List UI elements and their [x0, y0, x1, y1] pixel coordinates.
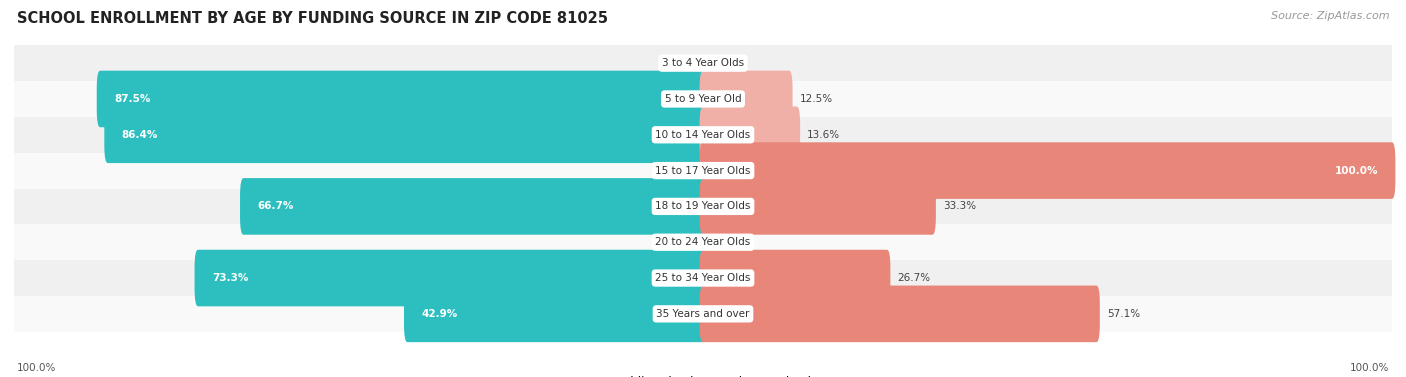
Text: 0.0%: 0.0%	[666, 58, 693, 68]
Text: 35 Years and over: 35 Years and over	[657, 309, 749, 319]
Text: 42.9%: 42.9%	[422, 309, 457, 319]
FancyBboxPatch shape	[240, 178, 706, 235]
FancyBboxPatch shape	[14, 81, 1392, 117]
Text: 87.5%: 87.5%	[114, 94, 150, 104]
Text: Source: ZipAtlas.com: Source: ZipAtlas.com	[1271, 11, 1389, 21]
FancyBboxPatch shape	[194, 250, 706, 307]
Text: 20 to 24 Year Olds: 20 to 24 Year Olds	[655, 237, 751, 247]
Text: 66.7%: 66.7%	[257, 201, 294, 211]
FancyBboxPatch shape	[14, 260, 1392, 296]
FancyBboxPatch shape	[700, 178, 936, 235]
Text: 100.0%: 100.0%	[1350, 363, 1389, 373]
Text: 10 to 14 Year Olds: 10 to 14 Year Olds	[655, 130, 751, 140]
FancyBboxPatch shape	[700, 106, 800, 163]
Text: 33.3%: 33.3%	[943, 201, 976, 211]
FancyBboxPatch shape	[14, 117, 1392, 153]
FancyBboxPatch shape	[700, 70, 793, 127]
Text: 15 to 17 Year Olds: 15 to 17 Year Olds	[655, 166, 751, 176]
FancyBboxPatch shape	[700, 142, 1395, 199]
Text: 12.5%: 12.5%	[800, 94, 832, 104]
Text: 73.3%: 73.3%	[212, 273, 249, 283]
Text: 57.1%: 57.1%	[1107, 309, 1140, 319]
Text: 25 to 34 Year Olds: 25 to 34 Year Olds	[655, 273, 751, 283]
Text: 13.6%: 13.6%	[807, 130, 841, 140]
Text: 3 to 4 Year Olds: 3 to 4 Year Olds	[662, 58, 744, 68]
Text: SCHOOL ENROLLMENT BY AGE BY FUNDING SOURCE IN ZIP CODE 81025: SCHOOL ENROLLMENT BY AGE BY FUNDING SOUR…	[17, 11, 607, 26]
Text: 0.0%: 0.0%	[666, 166, 693, 176]
FancyBboxPatch shape	[14, 224, 1392, 260]
Text: 100.0%: 100.0%	[17, 363, 56, 373]
FancyBboxPatch shape	[104, 106, 706, 163]
Text: 18 to 19 Year Olds: 18 to 19 Year Olds	[655, 201, 751, 211]
Legend: Public School, Private School: Public School, Private School	[595, 376, 811, 377]
FancyBboxPatch shape	[700, 250, 890, 307]
Text: 100.0%: 100.0%	[1334, 166, 1378, 176]
FancyBboxPatch shape	[97, 70, 706, 127]
Text: 5 to 9 Year Old: 5 to 9 Year Old	[665, 94, 741, 104]
Text: 26.7%: 26.7%	[897, 273, 931, 283]
Text: 0.0%: 0.0%	[666, 237, 693, 247]
Text: 0.0%: 0.0%	[713, 237, 740, 247]
Text: 86.4%: 86.4%	[121, 130, 157, 140]
Text: 0.0%: 0.0%	[713, 58, 740, 68]
FancyBboxPatch shape	[14, 296, 1392, 332]
FancyBboxPatch shape	[14, 45, 1392, 81]
FancyBboxPatch shape	[14, 188, 1392, 224]
FancyBboxPatch shape	[14, 153, 1392, 188]
FancyBboxPatch shape	[404, 285, 706, 342]
FancyBboxPatch shape	[700, 285, 1099, 342]
